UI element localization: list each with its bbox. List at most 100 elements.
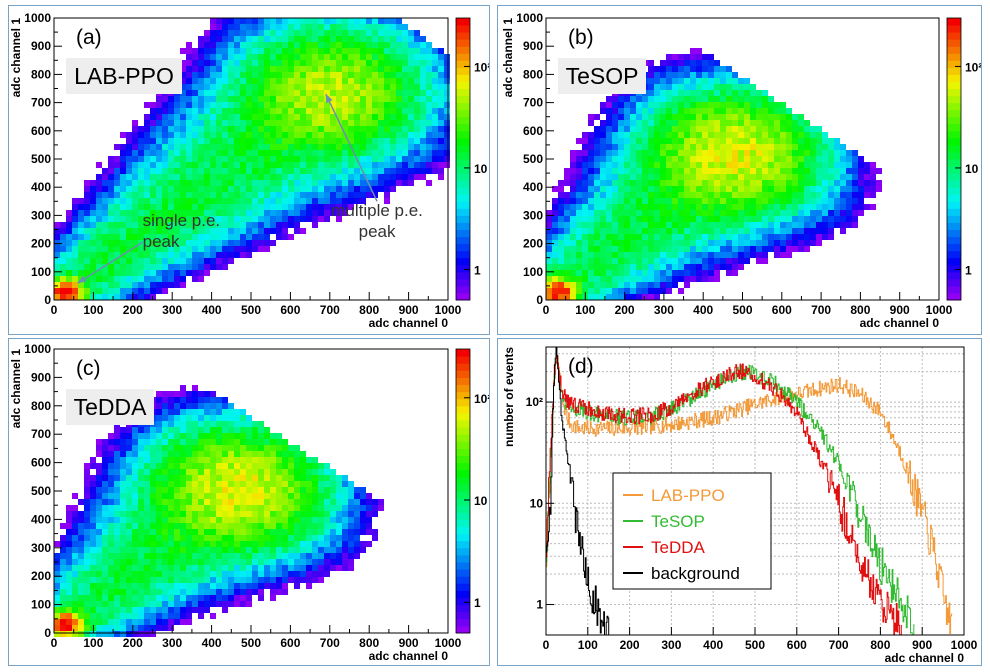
annotation-arrow [77,241,144,284]
y-tick-label: 500 [31,484,51,498]
y-tick-label: 200 [31,569,51,583]
colorbar-step [456,130,470,139]
colorbar-tick-label: 1 [474,263,481,277]
x-tick-label: 100 [83,303,103,317]
colorbar-step [456,173,470,181]
colorbar-step [456,222,470,230]
colorbar-step [456,236,470,245]
colorbar-step [456,60,470,68]
x-tick-label: 700 [811,303,831,317]
colorbar-step [456,505,470,513]
colorbar-step [456,109,470,118]
colorbar-step [947,264,961,273]
series-line-lab-ppo [546,356,953,634]
spectrum-chart: 0 100 200 300 400 500 600 700 800 900 1000 1 10 10² ad… [502,346,978,665]
legend-entry: background [651,564,740,583]
colorbar-step [456,159,470,167]
series-line-tesop [546,356,915,636]
x-tick-label: 200 [620,638,640,652]
x-tick-label: 100 [578,638,598,652]
panel-a: 0 100 200 300 400 500 600 700 800 900 1000 0 100 200 3… [8,5,490,335]
colorbar-step [456,576,470,584]
colorbar-step [456,420,470,428]
x-tick-label: 500 [745,638,765,652]
colorbar-step [947,109,961,118]
y-tick-label: 400 [523,180,543,194]
colorbar-step [947,159,961,167]
y-tick-label: 800 [31,67,51,81]
x-tick-label: 800 [359,636,379,650]
colorbar-step [456,81,470,89]
y-axis-title: adc channel 1 [9,18,23,98]
colorbar-step [456,264,470,273]
colorbar-step [947,236,961,245]
colorbar-step [456,53,470,61]
legend-entry: LAB-PPO [651,486,725,505]
y-tick-label: 700 [31,96,51,110]
y-tick-label: 700 [31,427,51,441]
x-tick-label: 900 [399,636,419,650]
colorbar-step [456,151,470,160]
colorbar-step [947,271,961,280]
legend-entry: TeSOP [651,512,705,531]
colorbar-step [947,250,961,259]
colorbar-step [947,201,961,209]
sample-label: TeDDA [74,394,148,420]
colorbar-step [947,67,961,75]
y-tick-label: 1000 [24,342,51,356]
colorbar-step [947,39,961,47]
annotation-text: multiple p.e. [331,201,423,220]
colorbar-tick-label: 10 [965,162,979,176]
colorbar-step [456,215,470,223]
annotation-text: peak [143,232,180,251]
colorbar-step [947,166,961,174]
panel-d: 0 100 200 300 400 500 600 700 800 900 1000 1 10 10² ad… [497,338,982,666]
x-tick-label: 500 [241,636,261,650]
y-tick-label: 1000 [516,11,543,25]
colorbar-step [456,569,470,577]
colorbar-step [456,144,470,153]
colorbar-frame [946,17,962,301]
colorbar-step [456,540,470,549]
x-tick-label: 700 [320,303,340,317]
colorbar-step [456,455,470,464]
x-tick-label: 0 [543,638,550,652]
x-tick-label: 300 [661,638,681,652]
colorbar-step [456,491,470,499]
series-line-tedda [546,354,903,636]
panel-c: 0 100 200 300 400 500 600 700 800 900 1000 0 100 200 3… [8,338,490,666]
panel-letter: (a) [76,26,102,49]
heatmap-tesop: 0 100 200 300 400 500 600 700 800 900 1000 0 100 200 3… [501,11,981,330]
colorbar-step [456,434,470,442]
colorbar-step [947,229,961,238]
x-tick-label: 400 [202,636,222,650]
y-tick-label: 900 [31,39,51,53]
colorbar-step [456,39,470,47]
y-tick-label: 300 [523,208,543,222]
colorbar-step [456,377,470,385]
colorbar-step [456,448,470,456]
colorbar-step [947,278,961,287]
colorbar [456,349,470,634]
annotation-arrowhead [77,275,87,284]
colorbar-step [456,285,470,294]
panel-letter: (b) [568,26,594,49]
colorbar-step [947,222,961,230]
x-axis-title: adc channel 0 [860,316,940,330]
colorbar-step [456,391,470,400]
colorbar-step [947,130,961,139]
colorbar-step [456,250,470,259]
sample-label-box [66,58,182,94]
colorbar-step [947,60,961,68]
x-tick-label: 900 [912,638,932,652]
colorbar-step [947,53,961,61]
colorbar-step [456,271,470,280]
colorbar-tick-label: 1 [965,263,972,277]
y-tick-label: 0 [44,293,51,307]
y-tick-label: 100 [523,265,543,279]
series-line-background [546,346,610,636]
colorbar-step [456,427,470,435]
colorbar-step [947,32,961,40]
y-axis-title: adc channel 1 [501,18,515,98]
colorbar-step [456,32,470,40]
